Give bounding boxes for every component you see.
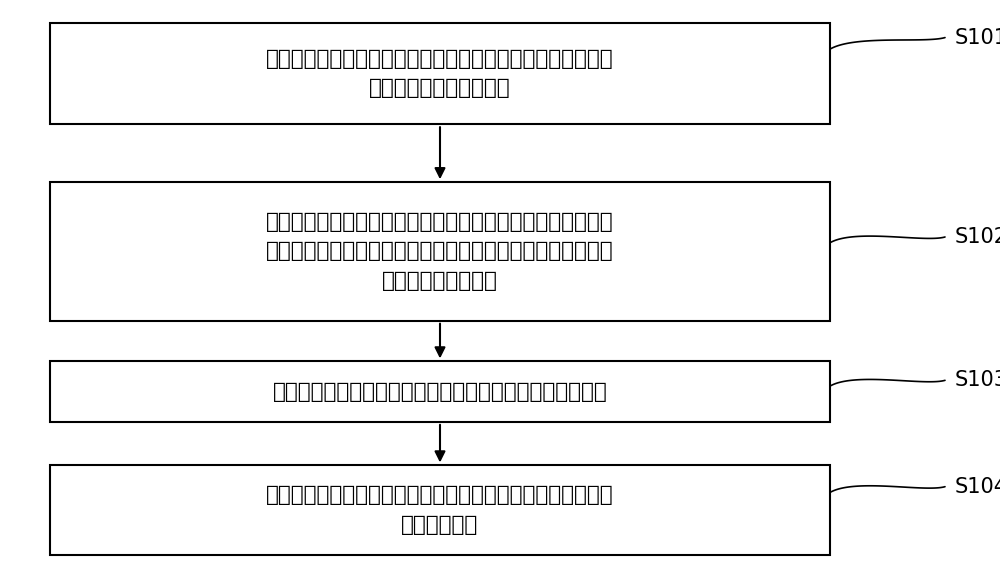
Text: 响应针对目标技能的技能触发指令，控制目标虚拟对象在该游
戏场景中释放该目标技能: 响应针对目标技能的技能触发指令，控制目标虚拟对象在该游 戏场景中释放该目标技能 xyxy=(266,49,614,98)
Text: 响应在释放该目标技能过程中或释放该目标技能之后触发的游
戏事件，从预置的多个技能支线中查找到包括该目标技能的至
少一个目标技能支线: 响应在释放该目标技能过程中或释放该目标技能之后触发的游 戏事件，从预置的多个技能… xyxy=(266,212,614,291)
Text: S101: S101 xyxy=(955,28,1000,47)
Text: 控制该目标虚拟对象在该游戏场景中释放该候选技能，以形成
连续技能组合: 控制该目标虚拟对象在该游戏场景中释放该候选技能，以形成 连续技能组合 xyxy=(266,486,614,535)
Text: S104: S104 xyxy=(955,477,1000,497)
Bar xyxy=(50,465,830,555)
Bar xyxy=(50,23,830,124)
Bar xyxy=(50,182,830,321)
Text: S102: S102 xyxy=(955,227,1000,247)
Bar xyxy=(50,361,830,422)
Text: S103: S103 xyxy=(955,370,1000,390)
Text: 根据该游戏事件从该至少一个目标技能支线中确定候选技能: 根据该游戏事件从该至少一个目标技能支线中确定候选技能 xyxy=(273,381,607,402)
